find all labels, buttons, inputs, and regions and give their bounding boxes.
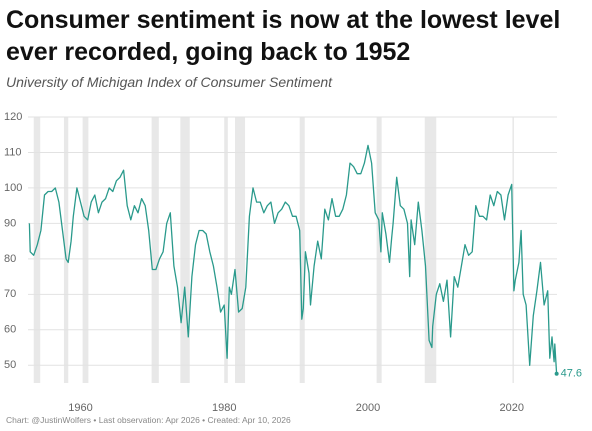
recession-band [33,117,41,383]
recession-band [424,117,437,383]
y-tick-label: 90 [4,217,16,229]
chart-title: Consumer sentiment is now at the lowest … [6,6,561,66]
recession-band [82,117,89,383]
x-tick-label: 1980 [212,402,236,414]
end-value-label: 47.6 [561,368,582,380]
recession-band [376,117,382,383]
x-tick-label: 2000 [356,402,380,414]
recession-band [151,117,159,383]
y-tick-label: 50 [4,359,16,371]
y-tick-label: 110 [4,146,22,158]
source-note: Chart: @JustinWolfers • Last observation… [6,415,291,425]
y-tick-label: 60 [4,324,16,336]
y-tick-label: 100 [4,182,22,194]
recession-band [299,117,305,383]
recession-band [224,117,228,383]
recession-band [180,117,190,383]
x-tick-label: 1960 [68,402,92,414]
end-point [554,371,559,376]
x-tick-label: 2020 [499,402,523,414]
chart-subtitle: University of Michigan Index of Consumer… [6,74,333,90]
recession-band [235,117,246,383]
y-tick-label: 70 [4,288,16,300]
line-series [28,144,558,374]
recession-band [63,117,69,383]
y-tick-label: 80 [4,253,16,265]
y-tick-label: 120 [4,111,22,123]
